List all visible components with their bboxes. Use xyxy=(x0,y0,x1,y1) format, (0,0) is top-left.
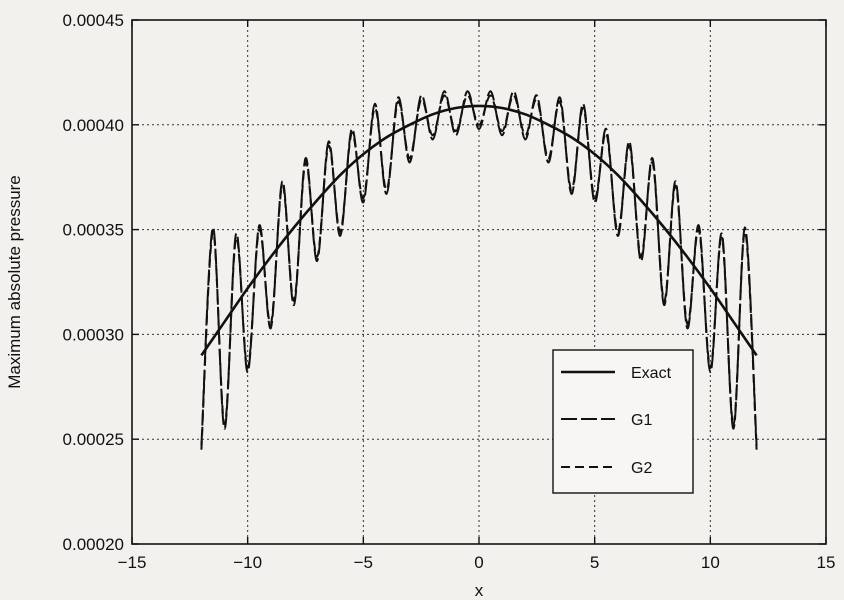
legend-box xyxy=(552,349,694,494)
legend-label-g1: G1 xyxy=(631,412,652,429)
y-tick-label: 0.00025 xyxy=(63,430,124,449)
x-tick-label: −15 xyxy=(118,553,147,572)
tick-labels: −15 −10 −5 0 5 10 15 0.00020 0.00025 0.00030 0.000… xyxy=(63,11,836,572)
legend: Exact G1 G2 xyxy=(552,349,694,494)
y-axis-title: Maximum absolute pressure xyxy=(5,175,24,389)
y-tick-label: 0.00040 xyxy=(63,116,124,135)
x-axis-title: x xyxy=(475,581,484,600)
x-tick-label: 0 xyxy=(474,553,483,572)
x-tick-label: 10 xyxy=(701,553,720,572)
legend-label-g2: G2 xyxy=(631,460,652,477)
y-tick-label: 0.00045 xyxy=(63,11,124,30)
y-tick-label: 0.00035 xyxy=(63,221,124,240)
series-line-exact xyxy=(200,104,758,357)
x-tick-label: 15 xyxy=(817,553,836,572)
x-tick-label: 5 xyxy=(590,553,599,572)
y-tick-label: 0.00020 xyxy=(63,535,124,554)
series-layer xyxy=(200,90,758,450)
x-tick-label: −10 xyxy=(233,553,262,572)
y-tick-label: 0.00030 xyxy=(63,325,124,344)
series-line-g1 xyxy=(200,90,758,446)
ticks xyxy=(131,19,827,545)
x-tick-label: −5 xyxy=(354,553,373,572)
legend-label-exact: Exact xyxy=(631,365,672,382)
grid xyxy=(132,20,826,544)
